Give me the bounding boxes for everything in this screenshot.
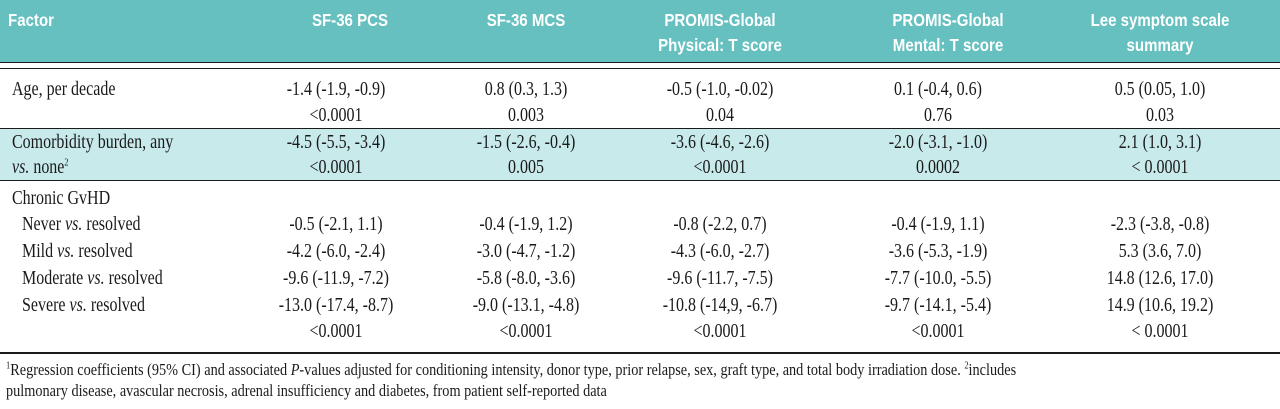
- top-rule: [0, 68, 1280, 69]
- row-gvhd-severe-lee: 14.9 (10.6, 19.2): [1106, 295, 1214, 316]
- row-comorb-lee: 2.1 (1.0, 3.1): [1118, 132, 1202, 153]
- row-gvhd-severe-promis-mental: -9.7 (-14.1, -5.4): [884, 295, 992, 316]
- mild-vs: vs.: [57, 241, 75, 262]
- row-gvhd-severe-sf36mcs: -9.0 (-13.1, -4.8): [472, 295, 580, 316]
- row-age-promis-phys-p: 0.04: [706, 105, 734, 126]
- row-age-sf36pcs-p: <0.0001: [309, 105, 363, 126]
- header-rule: [0, 62, 1280, 63]
- footnote-line-1: 1Regression coefficients (95% CI) and as…: [6, 359, 1016, 381]
- row-gvhd-sf36pcs-p: <0.0001: [309, 321, 363, 342]
- header-lee-line1: Lee symptom scale: [1090, 10, 1230, 30]
- row-comorb-sf36mcs-p: 0.005: [508, 157, 544, 178]
- footnote-text-b: -values adjusted for conditioning intens…: [299, 360, 965, 379]
- row-gvhd-moderate-promis-mental: -7.7 (-10.0, -5.5): [884, 268, 992, 289]
- row-rule-2: [0, 180, 1280, 181]
- row-age-sf36mcs: 0.8 (0.3, 1.3): [484, 79, 568, 100]
- row-comorbidity-band: [0, 129, 1280, 180]
- header-sf36-mcs: SF-36 MCS: [486, 10, 566, 30]
- footnote-sup-2: 2: [964, 360, 969, 372]
- footnote-line-2: pulmonary disease, avascular necrosis, a…: [6, 381, 607, 400]
- severe-vs: vs.: [69, 295, 87, 316]
- header-promis-physical: PROMIS-Global Physical: T score: [617, 8, 823, 58]
- footnote-ref-2: 2: [64, 157, 69, 169]
- row-comorb-promis-phys-p: <0.0001: [693, 157, 747, 178]
- never-pre: Never: [22, 214, 66, 235]
- row-comorb-lee-p: < 0.0001: [1131, 157, 1189, 178]
- moderate-vs: vs.: [87, 268, 105, 289]
- moderate-pre: Moderate: [22, 268, 88, 289]
- row-gvhd-never-sf36pcs: -0.5 (-2.1, 1.1): [289, 214, 383, 235]
- moderate-post: resolved: [104, 268, 163, 289]
- mild-pre: Mild: [22, 241, 58, 262]
- header-promis-mental-line2: Mental: T score: [892, 35, 1004, 55]
- bottom-rule: [0, 352, 1280, 354]
- row-gvhd-severe-promis-phys: -10.8 (-14,9, -6.7): [662, 295, 778, 316]
- row-age-promis-phys: -0.5 (-1.0, -0.02): [666, 79, 774, 100]
- vs-italic: vs.: [12, 157, 30, 178]
- row-comorb-sf36mcs: -1.5 (-2.6, -0.4): [476, 132, 576, 153]
- row-gvhd-moderate-sf36pcs: -9.6 (-11.9, -7.2): [283, 268, 389, 289]
- footnote-sup-1: 1: [6, 360, 11, 372]
- row-gvhd-label: Chronic GvHD: [12, 188, 111, 209]
- row-gvhd-mild-promis-mental: -3.6 (-5.3, -1.9): [888, 241, 988, 262]
- row-gvhd-lee-p: < 0.0001: [1131, 321, 1189, 342]
- footnote-p-italic: P: [290, 360, 300, 379]
- row-age-sf36pcs: -1.4 (-1.9, -0.9): [286, 79, 386, 100]
- never-vs: vs.: [65, 214, 83, 235]
- footnote-text-c: includes: [968, 360, 1017, 379]
- header-promis-mental-line1: PROMIS-Global: [892, 10, 1004, 30]
- row-gvhd-severe-sf36pcs: -13.0 (-17.4, -8.7): [278, 295, 394, 316]
- row-rule-1: [0, 128, 1280, 129]
- row-gvhd-moderate-lee: 14.8 (12.6, 17.0): [1106, 268, 1214, 289]
- mild-post: resolved: [74, 241, 133, 262]
- row-comorbidity-label-2: vs. none2: [12, 156, 69, 180]
- row-gvhd-promis-mental-p: <0.0001: [911, 321, 965, 342]
- row-age-sf36mcs-p: 0.003: [508, 105, 544, 126]
- row-gvhd-mild-promis-phys: -4.3 (-6.0, -2.7): [670, 241, 770, 262]
- row-gvhd-moderate-label: Moderate vs. resolved: [22, 267, 163, 291]
- row-comorb-promis-mental-p: 0.0002: [916, 157, 960, 178]
- row-gvhd-severe-label: Severe vs. resolved: [22, 294, 145, 318]
- header-promis-mental: PROMIS-Global Mental: T score: [845, 8, 1051, 58]
- row-gvhd-never-label: Never vs. resolved: [22, 213, 141, 237]
- header-promis-physical-line1: PROMIS-Global: [664, 10, 776, 30]
- row-comorb-promis-phys: -3.6 (-4.6, -2.6): [670, 132, 770, 153]
- row-age-lee-p: 0.03: [1146, 105, 1174, 126]
- row-gvhd-mild-sf36pcs: -4.2 (-6.0, -2.4): [286, 241, 386, 262]
- severe-post: resolved: [86, 295, 145, 316]
- row-gvhd-promis-phys-p: <0.0001: [693, 321, 747, 342]
- table-header: [0, 0, 1280, 62]
- row-gvhd-never-lee: -2.3 (-3.8, -0.8): [1110, 214, 1210, 235]
- severe-pre: Severe: [22, 295, 70, 316]
- row-gvhd-mild-label: Mild vs. resolved: [22, 240, 133, 264]
- footnote-text-a: Regression coefficients (95% CI) and ass…: [10, 360, 291, 379]
- row-gvhd-moderate-sf36mcs: -5.8 (-8.0, -3.6): [476, 268, 576, 289]
- row-gvhd-never-promis-phys: -0.8 (-2.2, 0.7): [673, 214, 767, 235]
- none-text: none: [29, 157, 65, 178]
- row-comorb-sf36pcs-p: <0.0001: [309, 157, 363, 178]
- row-age-promis-mental: 0.1 (-0.4, 0.6): [894, 79, 982, 100]
- never-post: resolved: [82, 214, 141, 235]
- row-comorbidity-label-1: Comorbidity burden, any: [12, 132, 174, 153]
- row-age-promis-mental-p: 0.76: [924, 105, 952, 126]
- row-gvhd-moderate-promis-phys: -9.6 (-11.7, -7.5): [667, 268, 773, 289]
- header-sf36-pcs: SF-36 PCS: [311, 10, 389, 30]
- row-gvhd-never-sf36mcs: -0.4 (-1.9, 1.2): [479, 214, 573, 235]
- row-gvhd-mild-sf36mcs: -3.0 (-4.7, -1.2): [476, 241, 576, 262]
- header-promis-physical-line2: Physical: T score: [658, 35, 782, 55]
- row-gvhd-mild-lee: 5.3 (3.6, 7.0): [1118, 241, 1202, 262]
- row-gvhd-sf36mcs-p: <0.0001: [499, 321, 553, 342]
- row-gvhd-never-promis-mental: -0.4 (-1.9, 1.1): [891, 214, 985, 235]
- header-factor: Factor: [8, 10, 54, 30]
- header-lee-line2: summary: [1126, 35, 1194, 55]
- row-comorb-sf36pcs: -4.5 (-5.5, -3.4): [286, 132, 386, 153]
- row-age-lee: 0.5 (0.05, 1.0): [1114, 79, 1206, 100]
- header-lee-symptom: Lee symptom scale summary: [1057, 8, 1263, 58]
- row-age-label: Age, per decade: [12, 79, 116, 100]
- row-comorb-promis-mental: -2.0 (-3.1, -1.0): [888, 132, 988, 153]
